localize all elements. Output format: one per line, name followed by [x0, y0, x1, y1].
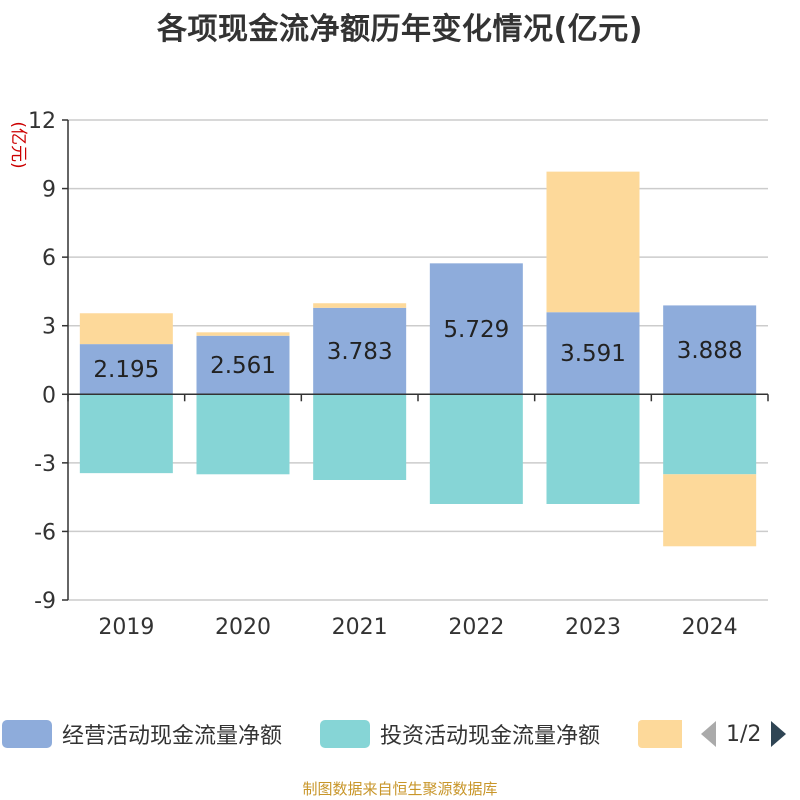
y-tick-label: -3: [34, 452, 56, 477]
bar-investing-2023: [546, 394, 640, 504]
bar-investing-2019: [79, 394, 173, 474]
bar-investing-2020: [196, 394, 290, 475]
triangle-right-icon[interactable]: [769, 720, 787, 748]
bar-operating-2022: [429, 263, 523, 395]
y-tick-label: 12: [28, 109, 56, 134]
source-footer: 制图数据来自恒生聚源数据库: [302, 780, 498, 798]
legend-label-operating: 经营活动现金流量净额: [62, 724, 283, 749]
data-label-operating-2024: 3.888: [677, 338, 743, 364]
y-tick-label: -6: [34, 520, 56, 545]
legend-swatch-investing: [320, 720, 370, 748]
bar-financing-2021: [313, 303, 407, 308]
x-tick-label: 2023: [565, 615, 621, 640]
triangle-left-icon[interactable]: [700, 720, 718, 748]
bar-operating-2020: [196, 335, 290, 395]
data-labels: 2.195 2.561 3.783 5.729 3.591 3.888: [93, 317, 742, 383]
y-tick-label: 9: [42, 178, 56, 203]
bar-financing-2019: [79, 313, 173, 345]
legend-swatch-operating: [2, 720, 52, 748]
x-tick-label: 2024: [682, 615, 738, 640]
legend-item-investing[interactable]: 投资活动现金流量净额: [320, 712, 600, 756]
legend-page-indicator: 1/2: [726, 721, 762, 747]
y-axis-unit-label: (亿元): [8, 121, 28, 168]
bars: [79, 171, 757, 547]
bar-financing-2020: [196, 332, 290, 336]
x-tick-label: 2020: [215, 615, 271, 640]
bar-operating-2019: [79, 344, 173, 395]
legend-swatch-financing: [638, 720, 682, 748]
y-tick-label: -9: [34, 589, 56, 614]
data-label-operating-2021: 3.783: [327, 339, 393, 365]
legend-pager: 1/2: [700, 712, 787, 756]
data-label-operating-2023: 3.591: [560, 341, 626, 367]
data-label-operating-2019: 2.195: [93, 357, 159, 383]
x-tick-label: 2021: [332, 615, 388, 640]
bar-operating-2023: [546, 312, 640, 395]
legend-label-investing: 投资活动现金流量净额: [380, 724, 601, 749]
legend: 经营活动现金流量净额 投资活动现金流量净额 1/2: [0, 712, 800, 756]
chart-title: 各项现金流净额历年变化情况(亿元): [157, 12, 643, 47]
x-tick-label: 2022: [448, 615, 504, 640]
chart-plot: 12 9 6 3 0 -3 -6 -9 (亿元) 2019 2020 2021 2022 2023 2024…: [8, 109, 769, 640]
bar-operating-2024: [663, 305, 757, 395]
bar-operating-2021: [313, 307, 407, 395]
legend-item-operating[interactable]: 经营活动现金流量净额: [2, 712, 282, 756]
bar-investing-2022: [429, 394, 523, 504]
y-tick-label: 3: [42, 315, 56, 340]
bar-financing-2023: [546, 171, 640, 313]
x-tick-label: 2019: [98, 615, 154, 640]
data-label-operating-2022: 5.729: [443, 317, 509, 343]
legend-item-financing[interactable]: [638, 712, 682, 756]
bar-investing-2021: [313, 394, 407, 480]
y-tick-label: 6: [42, 246, 56, 271]
bar-investing-2024: [663, 394, 757, 475]
y-tick-label: 0: [42, 383, 56, 408]
grid-lines: [68, 119, 768, 601]
data-label-operating-2020: 2.561: [210, 353, 276, 379]
axes: 12 9 6 3 0 -3 -6 -9 (亿元) 2019 2020 2021 2022 2023 2024: [8, 109, 769, 640]
bar-financing-2024: [663, 474, 757, 547]
